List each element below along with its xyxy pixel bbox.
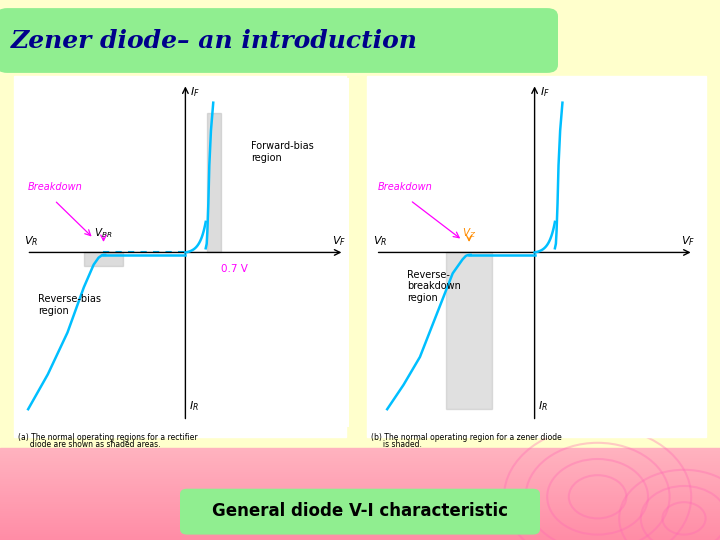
Bar [0,448,720,450]
Bar [0,492,720,494]
Bar [0,457,720,460]
Bar [0,531,720,533]
Text: $V_R$: $V_R$ [24,234,39,247]
Text: $I_F$: $I_F$ [539,85,549,99]
Bar [0,519,720,522]
Text: $V_Z$: $V_Z$ [462,226,476,240]
Bar [0,538,720,540]
Bar [0,0,720,448]
Bar [0,450,720,453]
Bar [14,76,346,437]
Polygon shape [84,252,123,266]
Bar [0,496,720,499]
Text: Breakdown: Breakdown [377,182,432,192]
Bar [0,494,720,496]
Bar [0,469,720,471]
Text: 0.7 V: 0.7 V [222,264,248,274]
Polygon shape [207,113,222,252]
Bar [0,483,720,485]
Text: $I_R$: $I_R$ [538,399,548,413]
FancyBboxPatch shape [180,489,540,535]
Bar [0,455,720,457]
Bar [0,529,720,531]
Bar [0,462,720,464]
Text: diode are shown as shaded areas.: diode are shown as shaded areas. [18,440,161,449]
Bar [0,499,720,501]
Bar [0,474,720,476]
Bar [0,481,720,483]
Bar [0,487,720,489]
Bar [0,460,720,462]
Bar [0,510,720,512]
Bar [0,453,720,455]
Bar [0,464,720,467]
Bar [0,478,720,481]
Polygon shape [446,252,492,409]
Text: (a) The normal operating regions for a rectifier: (a) The normal operating regions for a r… [18,433,197,442]
Bar [0,533,720,536]
Bar [0,515,720,517]
Text: $V_F$: $V_F$ [682,234,696,247]
Bar [0,517,720,519]
Text: $V_{BR}$: $V_{BR}$ [94,226,113,240]
Text: Reverse-
breakdown
region: Reverse- breakdown region [407,270,461,303]
Bar [0,526,720,529]
Bar [0,522,720,524]
Bar [0,471,720,474]
Bar [0,512,720,515]
Bar [0,489,720,492]
Bar [0,536,720,538]
Bar [0,505,720,508]
Text: (b) The normal operating region for a zener diode: (b) The normal operating region for a ze… [371,433,562,442]
Bar [367,76,706,437]
Text: Breakdown: Breakdown [28,182,83,192]
Bar [0,476,720,478]
Bar [0,508,720,510]
FancyBboxPatch shape [0,8,558,73]
Text: $I_R$: $I_R$ [189,399,199,413]
Bar [0,501,720,503]
Bar [0,503,720,505]
Text: General diode V-I characteristic: General diode V-I characteristic [212,502,508,521]
Text: $I_F$: $I_F$ [190,85,200,99]
Bar [0,524,720,526]
Bar [0,485,720,487]
Bar [0,467,720,469]
Text: Zener diode– an introduction: Zener diode– an introduction [11,29,418,52]
Text: $V_R$: $V_R$ [374,234,388,247]
Text: is shaded.: is shaded. [371,440,422,449]
Text: Reverse-bias
region: Reverse-bias region [38,294,101,316]
Text: Forward-bias
region: Forward-bias region [251,141,314,163]
Text: $V_F$: $V_F$ [333,234,346,247]
